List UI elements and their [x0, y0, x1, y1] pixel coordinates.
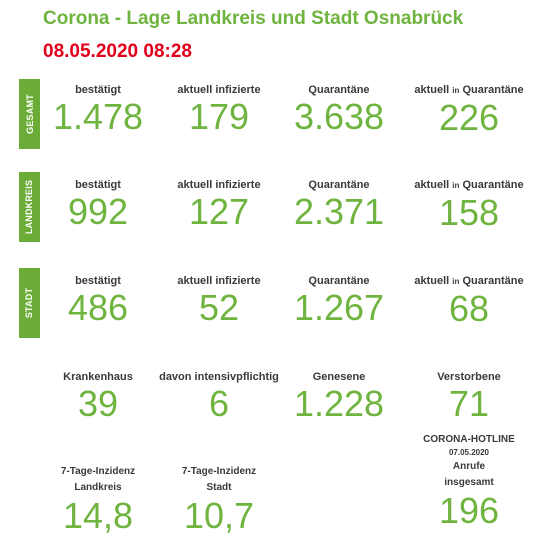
stat-label: Quarantäne [308, 179, 370, 191]
stat-gesamt-aktuell-infizierte: aktuell infizierte 179 [155, 83, 283, 137]
label-part: aktuell [414, 275, 450, 287]
stat-stadt-aktuell-in-quarantaene: aktuell in Quarantäne 68 [405, 274, 533, 329]
stat-value: 10,7 [183, 495, 255, 536]
stat-label: Quarantäne [308, 84, 370, 96]
stat-label: aktuell infizierte [177, 179, 261, 191]
stat-stadt-aktuell-infizierte: aktuell infizierte 52 [155, 274, 283, 328]
stat-value: 226 [438, 97, 500, 138]
tab-stadt: STADT [19, 268, 40, 338]
stat-label: bestätigt [75, 179, 121, 191]
stat-label: aktuell in Quarantäne [405, 178, 533, 193]
stat-label: Genesene [312, 371, 366, 383]
stat-value: 52 [198, 287, 240, 328]
stat-label: aktuell in Quarantäne [405, 274, 533, 289]
label-part-small: in [452, 86, 460, 95]
stat-label: bestätigt [75, 275, 121, 287]
hotline-title: CORONA-HOTLINE [423, 434, 515, 445]
date-timestamp: 08.05.2020 08:28 [43, 41, 192, 62]
stat-label: aktuell infizierte [177, 84, 261, 96]
hotline-label-line2: insgesamt [444, 477, 494, 488]
stat-value: 6 [208, 383, 230, 424]
stat-krankenhaus: Krankenhaus 39 [34, 370, 162, 424]
stat-gesamt-bestaetigt: bestätigt 1.478 [34, 83, 162, 137]
tab-gesamt: GESAMT [19, 79, 40, 149]
stat-label: davon intensivpflichtig [159, 371, 279, 383]
stat-value: 1.478 [52, 96, 144, 137]
stat-stadt-bestaetigt: bestätigt 486 [34, 274, 162, 328]
stat-value: 14,8 [62, 495, 134, 536]
stat-inzidenz-landkreis: 7-Tage-Inzidenz Landkreis 14,8 [34, 464, 162, 536]
stat-value: 3.638 [293, 96, 385, 137]
tab-stadt-label: STADT [24, 287, 35, 319]
stat-inzidenz-stadt: 7-Tage-Inzidenz Stadt 10,7 [155, 464, 283, 536]
stat-value: 179 [188, 96, 250, 137]
label-part: aktuell [414, 84, 450, 96]
tab-landkreis-label: LANDKREIS [24, 179, 35, 235]
stat-intensivpflichtig: davon intensivpflichtig 6 [155, 370, 283, 424]
label-part: Quarantäne [462, 179, 524, 191]
stat-hotline: CORONA-HOTLINE 07.05.2020 Anrufe insgesa… [405, 432, 533, 531]
stat-value: 2.371 [293, 191, 385, 232]
stat-value: 158 [438, 192, 500, 233]
stat-gesamt-quarantaene: Quarantäne 3.638 [275, 83, 403, 137]
stat-label-line1: 7-Tage-Inzidenz [60, 466, 136, 477]
stat-label: aktuell infizierte [177, 275, 261, 287]
label-part-small: in [452, 181, 460, 190]
stat-value: 39 [77, 383, 119, 424]
tab-landkreis: LANDKREIS [19, 172, 40, 242]
stat-value: 486 [67, 287, 129, 328]
stat-label-line1: 7-Tage-Inzidenz [181, 466, 257, 477]
stat-landkreis-aktuell-infizierte: aktuell infizierte 127 [155, 178, 283, 232]
stat-value: 196 [438, 490, 500, 531]
stat-value: 127 [188, 191, 250, 232]
stat-genesene: Genesene 1.228 [275, 370, 403, 424]
label-part: Quarantäne [462, 275, 524, 287]
stat-label-line2: Landkreis [74, 482, 122, 493]
stat-value: 1.228 [293, 383, 385, 424]
label-part-small: in [452, 277, 460, 286]
hotline-label-line1: Anrufe [452, 461, 486, 472]
stat-label: Krankenhaus [63, 371, 133, 383]
stat-stadt-quarantaene: Quarantäne 1.267 [275, 274, 403, 328]
stat-gesamt-aktuell-in-quarantaene: aktuell in Quarantäne 226 [405, 83, 533, 138]
stat-label-line2: Stadt [206, 482, 232, 493]
stat-verstorbene: Verstorbene 71 [405, 370, 533, 424]
stat-landkreis-quarantaene: Quarantäne 2.371 [275, 178, 403, 232]
stat-label: Verstorbene [437, 371, 501, 383]
stat-label: bestätigt [75, 84, 121, 96]
stat-value: 68 [448, 288, 490, 329]
stat-value: 71 [448, 383, 490, 424]
stat-landkreis-aktuell-in-quarantaene: aktuell in Quarantäne 158 [405, 178, 533, 233]
stat-value: 1.267 [293, 287, 385, 328]
label-part: aktuell [414, 179, 450, 191]
hotline-date: 07.05.2020 [448, 448, 490, 457]
stat-label: Quarantäne [308, 275, 370, 287]
stat-value: 992 [67, 191, 129, 232]
label-part: Quarantäne [462, 84, 524, 96]
stat-label: aktuell in Quarantäne [405, 83, 533, 98]
stat-landkreis-bestaetigt: bestätigt 992 [34, 178, 162, 232]
page-title: Corona - Lage Landkreis und Stadt Osnabr… [43, 8, 464, 29]
tab-gesamt-label: GESAMT [24, 94, 35, 134]
